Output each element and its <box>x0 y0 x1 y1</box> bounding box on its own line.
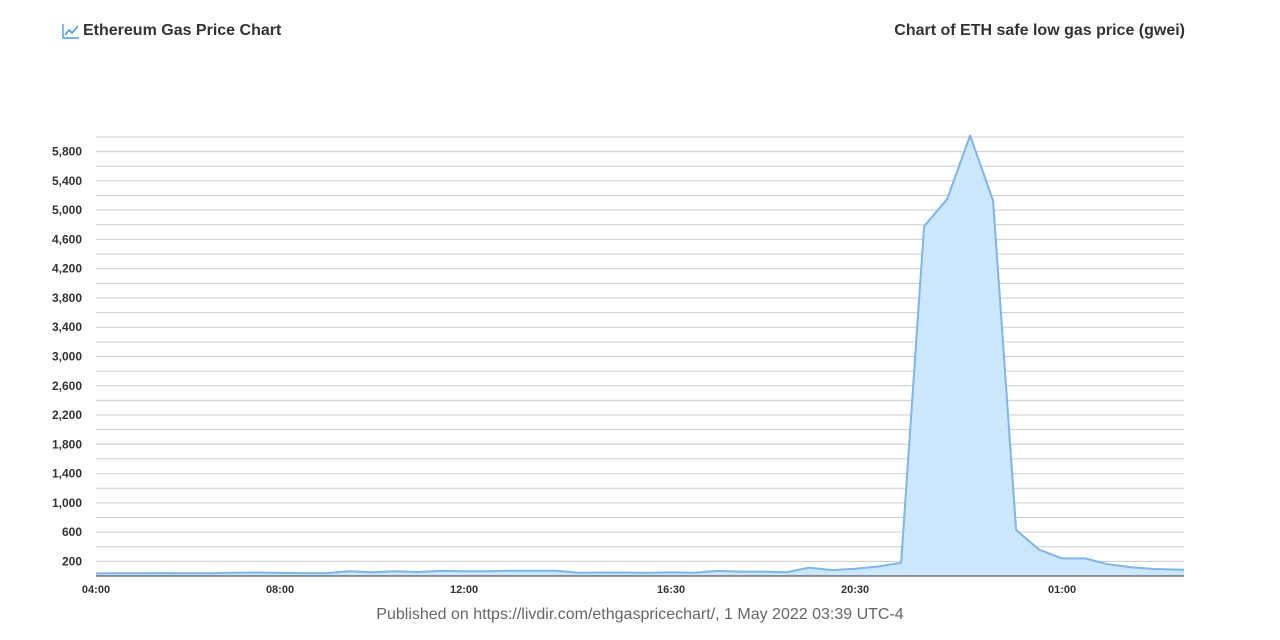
grid-lines <box>96 136 1184 562</box>
chart-header: Ethereum Gas Price Chart <box>62 22 281 40</box>
chart-caption: Chart of ETH safe low gas price (gwei) <box>894 22 1185 39</box>
y-tick-label: 2,600 <box>52 379 82 393</box>
x-tick-label: 08:00 <box>266 584 294 596</box>
x-tick-label: 20:30 <box>841 584 869 596</box>
y-tick-label: 3,400 <box>52 320 82 334</box>
x-tick-label: 16:30 <box>657 584 685 596</box>
y-tick-label: 600 <box>62 525 82 539</box>
area-fill <box>96 135 1184 576</box>
y-tick-label: 3,800 <box>52 291 82 305</box>
area-series <box>95 134 1185 576</box>
x-tick-label: 01:00 <box>1048 584 1076 596</box>
y-tick-label: 200 <box>62 554 82 568</box>
y-tick-label: 5,800 <box>52 145 82 159</box>
y-tick-label: 1,000 <box>52 496 82 510</box>
chart-header-title: Ethereum Gas Price Chart <box>83 22 282 39</box>
y-tick-label: 4,200 <box>52 262 82 276</box>
y-tick-label: 4,600 <box>52 232 82 246</box>
trending-up-icon <box>62 24 79 39</box>
published-footer: Published on https://livdir.com/ethgaspr… <box>376 606 904 623</box>
y-tick-label: 1,800 <box>52 437 82 451</box>
x-tick-label: 12:00 <box>450 584 478 596</box>
x-axis-ticks: 04:00 08:00 12:00 16:30 20:30 01:00 <box>82 584 1076 596</box>
x-tick-label: 04:00 <box>82 584 110 596</box>
series-line <box>95 134 1185 575</box>
y-tick-label: 5,000 <box>52 203 82 217</box>
y-tick-label: 1,400 <box>52 467 82 481</box>
y-tick-label: 2,200 <box>52 408 82 422</box>
y-axis-ticks: 200 600 1,000 1,400 1,800 2,200 2,600 3,000 3,40… <box>52 145 82 569</box>
y-tick-label: 5,400 <box>52 174 82 188</box>
y-tick-label: 3,000 <box>52 350 82 364</box>
